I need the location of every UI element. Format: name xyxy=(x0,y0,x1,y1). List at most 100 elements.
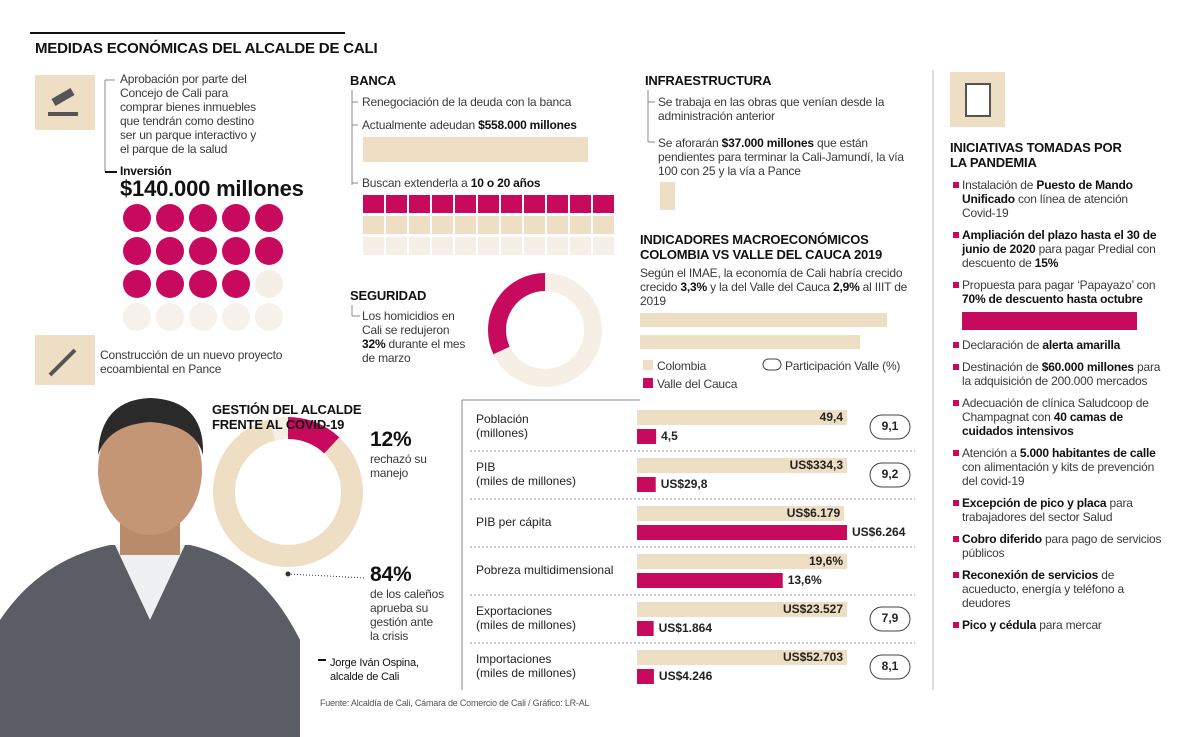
term-cell xyxy=(478,216,499,234)
value-label: US$1.864 xyxy=(659,621,713,635)
banca-item: Actualmente adeudan $558.000 millones xyxy=(362,118,642,132)
dot xyxy=(222,237,250,265)
dot xyxy=(123,270,151,298)
bar-valle xyxy=(637,477,656,492)
value-label: US$334,3 xyxy=(790,458,844,472)
banca-item: Renegociación de la deuda con la banca xyxy=(362,95,642,109)
banca-title: BANCA xyxy=(350,73,396,88)
text: Actualmente adeudan xyxy=(362,118,479,132)
bar-colombia xyxy=(637,506,845,521)
growth-bar-cali xyxy=(640,313,887,327)
bar-valle xyxy=(637,621,654,636)
text: Propuesta para pagar ‘Papayazo’ con xyxy=(962,278,1156,292)
growth-bar-valle xyxy=(640,335,860,349)
term-cell xyxy=(570,195,591,213)
text: al IIIT de 2019 xyxy=(640,280,908,308)
iniciativas-list: Instalación de Puesto de Mando Unificado… xyxy=(953,178,1162,632)
bold-text: 70% de descuento hasta octubre xyxy=(962,292,1143,306)
dot xyxy=(189,270,217,298)
text: y la del Valle del Cauca xyxy=(706,280,833,294)
participation-value: 9,1 xyxy=(882,419,899,433)
term-cell xyxy=(455,216,476,234)
term-cell xyxy=(524,237,545,255)
term-cell xyxy=(593,195,614,213)
text: que están pendientes para terminar la Ca… xyxy=(658,136,904,178)
bold-text: 5.000 habitantes de calle xyxy=(1019,446,1156,460)
icon-hammer-handle xyxy=(48,348,77,377)
term-cell xyxy=(432,216,453,234)
legend-swatch-colombia xyxy=(643,360,653,370)
bar-colombia xyxy=(637,410,847,425)
term-cell xyxy=(478,237,499,255)
value-label: US$6.264 xyxy=(852,525,906,539)
dot xyxy=(156,237,184,265)
bold-text: 32% xyxy=(362,337,386,351)
term-cell xyxy=(363,237,384,255)
iniciativa: Pico y cédula para mercar xyxy=(953,618,1162,632)
bold-text: Ampliación del plazo hasta el 30 de juni… xyxy=(962,228,1157,256)
seguridad-title: SEGURIDAD xyxy=(350,288,427,303)
text: Renegociación de la deuda con la banca xyxy=(362,95,572,109)
row-label-line: PIB per cápita xyxy=(476,515,552,529)
text: durante el mes de marzo xyxy=(362,337,466,365)
participation-value: 7,9 xyxy=(882,611,899,625)
legend-colombia: Colombia xyxy=(657,359,707,373)
value-label: 4,5 xyxy=(661,429,678,443)
dot xyxy=(222,204,250,232)
bar-valle xyxy=(637,429,657,444)
dot xyxy=(189,303,217,331)
iniciativa: Declaración de alerta amarilla xyxy=(953,338,1162,352)
term-cell xyxy=(409,195,430,213)
legend-valle: Valle del Cauca xyxy=(657,377,738,391)
value-label: US$4.246 xyxy=(659,669,713,683)
text: con línea de atención Covid-19 xyxy=(962,192,1128,220)
dot xyxy=(255,237,283,265)
value-label: 13,6% xyxy=(788,573,822,587)
text: Destinación de xyxy=(962,360,1042,374)
indicadores-subtitle: Según el IMAE, la economía de Cali habrí… xyxy=(640,266,910,308)
term-cell xyxy=(547,237,568,255)
donut-arc xyxy=(287,417,340,454)
indicadores-title: INDICADORES MACROECONÓMICOS COLOMBIA VS … xyxy=(640,232,883,262)
iniciativa: Reconexión de servicios de acueducto, en… xyxy=(953,568,1162,610)
bold-text: $37.000 millones xyxy=(721,136,814,150)
bold-text: 10 o 20 años xyxy=(470,176,541,190)
row-label: PIB per cápita xyxy=(476,515,552,529)
bold-text: $558.000 millones xyxy=(478,118,577,132)
participation-value: 9,2 xyxy=(882,467,899,481)
term-cell xyxy=(593,216,614,234)
term-cell xyxy=(501,237,522,255)
term-cell xyxy=(386,237,407,255)
aprueba-text: de los caleños aprueba su gestión ante l… xyxy=(370,587,444,643)
bold-text: 15% xyxy=(1034,256,1059,270)
bold-text: $60.000 millones xyxy=(1041,360,1134,374)
aprobacion-text: Aprobación por parte del Concejo de Cali… xyxy=(120,72,257,156)
text: para pago de servicios públicos xyxy=(962,532,1162,560)
value-label: US$29,8 xyxy=(661,477,708,491)
text: para pagar Predial con descuento de xyxy=(962,242,1156,270)
bar-valle xyxy=(637,573,783,588)
value-label: US$52.703 xyxy=(783,650,843,664)
term-cell xyxy=(501,216,522,234)
term-cell xyxy=(409,237,430,255)
text: Se aforarán xyxy=(658,136,722,150)
text: Declaración de xyxy=(962,338,1043,352)
term-cell xyxy=(432,237,453,255)
value-label: 19,6% xyxy=(809,554,843,568)
iniciativa: Instalación de Puesto de Mando Unificado… xyxy=(953,178,1162,220)
term-cell xyxy=(593,237,614,255)
bold-text: Reconexión de servicios xyxy=(962,568,1099,582)
iniciativa: Excepción de pico y placa para trabajado… xyxy=(953,496,1162,524)
term-cell xyxy=(570,237,591,255)
term-cell xyxy=(409,216,430,234)
participation-pill xyxy=(869,462,911,488)
text: Se trabaja en las obras que venían desde… xyxy=(658,95,885,123)
term-cell xyxy=(455,195,476,213)
text: de acueducto, energía y teléfono a deudo… xyxy=(962,568,1124,610)
bold-text: alerta amarilla xyxy=(1042,338,1121,352)
value-label: 49,4 xyxy=(820,410,844,424)
bold-text: 40 camas de cuidados intensivos xyxy=(962,410,1123,438)
bullet-lines xyxy=(104,70,934,690)
bar-colombia xyxy=(637,650,847,665)
infra-item: Se aforarán $37.000 millones que están p… xyxy=(658,136,908,178)
